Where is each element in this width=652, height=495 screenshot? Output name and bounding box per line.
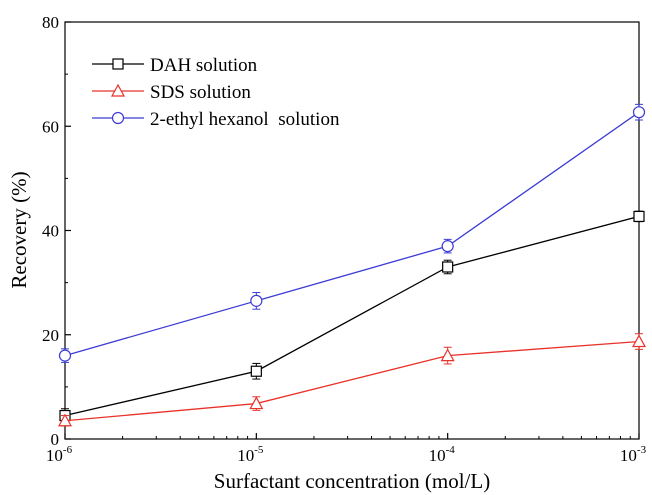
data-point — [631, 334, 647, 348]
data-point — [441, 240, 454, 253]
series-2 — [58, 103, 646, 363]
data-point — [440, 348, 455, 362]
series-line — [64, 340, 640, 422]
legend-marker — [112, 58, 124, 70]
x-tick-label: 10-5 — [237, 444, 264, 465]
data-point — [57, 413, 73, 427]
legend-label: DAH solution — [150, 55, 258, 76]
data-point — [249, 396, 264, 410]
x-tick-exponent: -6 — [63, 444, 73, 456]
series-line — [64, 111, 640, 357]
series-0 — [59, 210, 645, 423]
x-tick-label: 10-4 — [429, 444, 456, 465]
axes: 0 20 40 60 80 10-6 10-5 10-4 10-3 — [42, 13, 647, 465]
y-tick-label: 20 — [42, 326, 59, 345]
series-line — [64, 215, 640, 417]
x-tick-exponent: -5 — [254, 444, 264, 456]
legend-item: DAH solution — [92, 55, 258, 76]
x-tick-exponent: -3 — [637, 444, 647, 456]
y-tick-label: 80 — [42, 13, 59, 32]
x-tick-label: 10-3 — [620, 444, 647, 465]
legend-label: SDS solution — [150, 82, 251, 103]
data-point — [633, 210, 645, 223]
series-group — [57, 103, 647, 427]
y-axis-title: Recovery (%) — [7, 171, 31, 288]
x-tick-exponent: -4 — [446, 444, 456, 456]
x-tick-label: 10-6 — [46, 444, 73, 465]
data-point — [250, 365, 262, 377]
data-point — [632, 106, 646, 119]
x-axis-title: Surfactant concentration (mol/L) — [214, 469, 490, 493]
legend-item: 2-ethyl hexanol solution — [92, 109, 340, 130]
series-1 — [57, 333, 647, 427]
data-point — [442, 261, 454, 273]
y-tick-label: 40 — [42, 222, 59, 241]
legend-item: SDS solution — [92, 82, 251, 103]
legend-label: 2-ethyl hexanol solution — [150, 109, 340, 130]
legend-marker — [110, 83, 126, 97]
y-tick-label: 0 — [51, 430, 60, 449]
y-tick-label: 60 — [42, 117, 59, 136]
legend-marker — [111, 111, 125, 125]
data-point — [250, 294, 263, 307]
legend: DAH solution SDS solution 2-ethyl hexanol … — [92, 55, 340, 130]
data-point — [58, 349, 72, 362]
